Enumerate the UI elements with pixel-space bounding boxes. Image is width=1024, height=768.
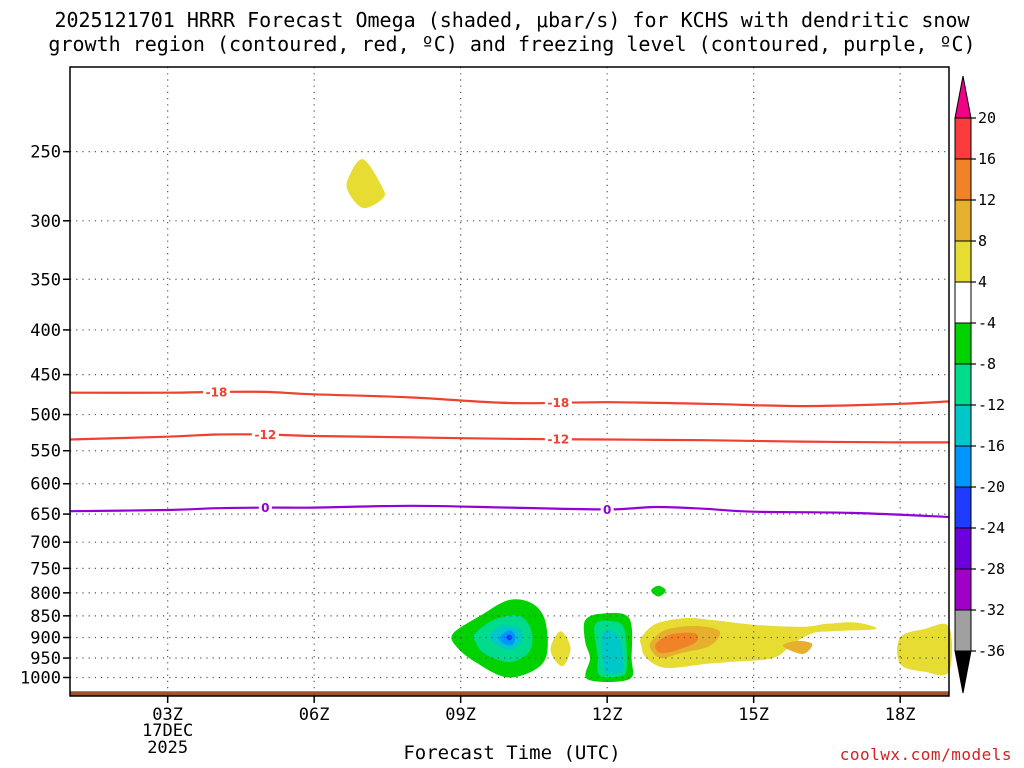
x-tick-label-06Z: 06Z [299,705,330,725]
colorbar-box-7 [954,404,972,447]
y-tick-label-1000: 1000 [20,668,61,688]
colorbar-top-arrow [954,75,972,119]
frame-border [69,66,950,697]
y-tick-label-700: 700 [30,533,61,553]
colorbar-box-2 [954,199,972,242]
y-tick-label-300: 300 [30,212,61,232]
y-tick-label-500: 500 [30,406,61,426]
omega-small-yellow-11z [550,631,571,667]
colorbar-bottom-arrow [954,650,972,694]
x-tick-label-12Z: 12Z [592,705,623,725]
contour-label-bg [258,500,272,515]
colorbar-label-2: 12 [978,191,996,209]
surface-band [70,691,949,696]
contour-dgz-minus18 [69,390,950,408]
x-tick-label-18Z: 18Z [885,705,916,725]
omega-core-10z [506,634,513,641]
colorbar-label-6: -8 [978,355,996,373]
colorbar-box-5 [954,322,972,365]
colorbar-label-5: -4 [978,314,996,332]
colorbar-label-9: -20 [978,478,1005,496]
plot-frame [69,66,950,697]
contour-label-dgz-minus12-0: -12 [254,428,276,442]
contour-label-freezing-level-0: 0 [261,501,269,515]
omega-upper-yellow [346,159,385,209]
colorbar-label-7: -12 [978,396,1005,414]
colorbar-box-10 [954,527,972,570]
y-tick-label-600: 600 [30,475,61,495]
contour-label-dgz-minus18-0: -18 [206,385,228,399]
y-tick-label-350: 350 [30,270,61,290]
x-tick-label-09Z: 09Z [445,705,476,725]
y-tick-label-250: 250 [30,143,61,163]
colorbar-label-4: 4 [978,273,987,291]
colorbar-label-3: 8 [978,232,987,250]
surface-ground-band [70,691,949,696]
omega-lightorange-16z [782,640,813,655]
y-tick-label-450: 450 [30,366,61,386]
omega-shading [346,159,953,683]
y-tick-label-800: 800 [30,584,61,604]
watermark: coolwx.com/models [839,745,1012,764]
y-tick-label-850: 850 [30,607,61,627]
y-axis: 2503003504004505005506006507007508008509… [20,143,70,688]
colorbar-box-1 [954,158,972,201]
contour-dgz-minus12 [69,433,950,444]
y-tick-label-550: 550 [30,442,61,462]
contour-freezing-level [69,504,950,519]
colorbar-label-10: -24 [978,519,1005,537]
colorbar-label-11: -28 [978,560,1005,578]
contour-label-freezing-level-1: 0 [603,503,611,517]
y-tick-label-950: 950 [30,649,61,669]
colorbar-box-3 [954,240,972,283]
colorbar-box-9 [954,486,972,529]
chart-title-line2: growth region (contoured, red, ºC) and f… [48,32,976,56]
omega-small-green-13z [651,585,666,597]
y-tick-label-650: 650 [30,505,61,525]
contour-label-dgz-minus12-1: -12 [547,433,569,447]
y-tick-label-400: 400 [30,321,61,341]
x-date-label-year: 2025 [147,738,188,758]
y-tick-label-750: 750 [30,559,61,579]
colorbar-label-13: -36 [978,642,1005,660]
colorbar-box-6 [954,363,972,406]
y-tick-label-900: 900 [30,629,61,649]
colorbar-box-8 [954,445,972,488]
colorbar: 20 16 12 8 4 -4 -8 -12 -16 -20 -24 -28 -32 -36 [954,75,1005,694]
colorbar-box-0 [954,117,972,160]
colorbar-label-12: -32 [978,601,1005,619]
colorbar-box-12 [954,609,972,652]
contour-label-dgz-minus18-1: -18 [547,396,569,410]
contour-label-bg [544,432,572,447]
colorbar-box-4 [954,281,972,324]
contour-label-bg [203,384,230,399]
colorbar-label-0: 20 [978,109,996,127]
x-tick-label-15Z: 15Z [738,705,769,725]
colorbar-label-1: 16 [978,150,996,168]
colorbar-label-8: -16 [978,437,1005,455]
contours: -18 -18 -12 -12 0 0 [69,384,950,519]
x-tick-label-03Z: 03Z [152,705,183,725]
contour-label-bg [251,427,279,442]
x-axis-label: Forecast Time (UTC) [403,742,621,764]
omega-yellow-18z [897,623,953,676]
contour-label-bg [544,395,572,410]
contour-label-bg [600,502,614,517]
colorbar-box-11 [954,568,972,611]
x-date-label-day: 17DEC [142,721,193,741]
chart-title-line1: 2025121701 HRRR Forecast Omega (shaded, … [54,8,970,32]
grid [70,67,949,696]
